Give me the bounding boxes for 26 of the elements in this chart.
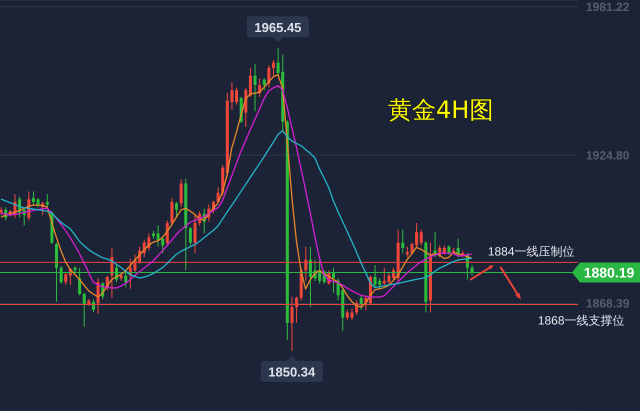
candlestick [262,78,266,91]
ref-line-label: 1880.19 [584,264,635,280]
candlestick [175,201,178,218]
annotation: 1965.45 [254,19,302,34]
y-tick-label: 1981.22 [586,0,630,14]
line-series [0,130,472,288]
candlestick [360,294,363,310]
candlestick [350,308,354,321]
y-tick-label: 1868.39 [586,296,630,311]
candlestick [64,272,68,286]
candlestick [170,198,174,226]
candlestick [401,229,404,254]
ref-line-label: 1868一线支撑位 [538,314,625,328]
candlestick [46,194,49,210]
candlestick [180,179,183,208]
text: 黄金4H图 [388,96,494,124]
candlestick [188,226,192,246]
candlestick [447,244,450,256]
annotation: 1850.34 [268,364,316,379]
candlestick [194,213,197,254]
candlestick [161,236,164,254]
ref-line-label: 1884一线压制位 [488,244,575,258]
candlestick [254,63,257,112]
candlestick [82,292,86,328]
candlestick [272,59,275,78]
y-tick-label: 1924.80 [586,148,630,162]
